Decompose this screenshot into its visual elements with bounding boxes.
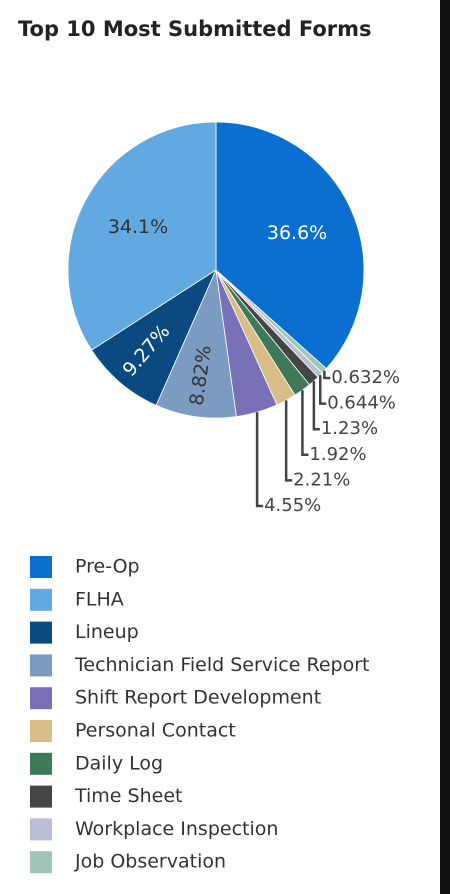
leader-line [301, 390, 309, 457]
pie-slice [67, 121, 217, 351]
data-label: 2.21% [293, 469, 350, 490]
legend-label: Pre-Op [75, 556, 140, 578]
legend-label: FLHA [75, 588, 124, 610]
data-label: 0.632% [331, 367, 400, 388]
data-label: 1.92% [309, 444, 366, 465]
frame-edge [440, 0, 450, 894]
data-label: 0.644% [327, 393, 396, 414]
leader-line [318, 375, 327, 405]
pie-slice [91, 268, 217, 406]
legend-label: Personal Contact [75, 720, 236, 742]
data-label: 4.55% [264, 495, 321, 516]
data-label: 34.1% [108, 216, 168, 238]
legend-swatch [30, 588, 52, 611]
legend-label: Lineup [75, 621, 139, 643]
legend-label: Job Observation [74, 851, 226, 873]
legend-swatch [30, 752, 52, 775]
data-label: 36.6% [267, 222, 327, 244]
legend-swatch [30, 687, 52, 710]
legend-swatch [30, 785, 52, 808]
leader-line [323, 370, 331, 380]
pie-slice [215, 121, 365, 370]
legend-label: Workplace Inspection [75, 818, 278, 840]
data-label: 1.23% [321, 418, 378, 439]
leader-line [284, 400, 293, 482]
legend-label: Technician Field Service Report [74, 654, 369, 676]
legend-swatch [30, 621, 52, 644]
legend-label: Shift Report Development [75, 687, 321, 709]
chart-title: Top 10 Most Submitted Forms [18, 17, 372, 41]
legend-swatch [30, 720, 52, 742]
legend-swatch [30, 818, 52, 841]
legend-swatch [30, 654, 52, 677]
legend-swatch [30, 556, 52, 578]
leader-line [312, 381, 320, 431]
legend-label: Time Sheet [74, 785, 182, 807]
leader-line [255, 412, 264, 508]
legend-swatch [30, 851, 52, 874]
pie-slice [155, 268, 237, 419]
legend-label: Daily Log [75, 752, 163, 774]
